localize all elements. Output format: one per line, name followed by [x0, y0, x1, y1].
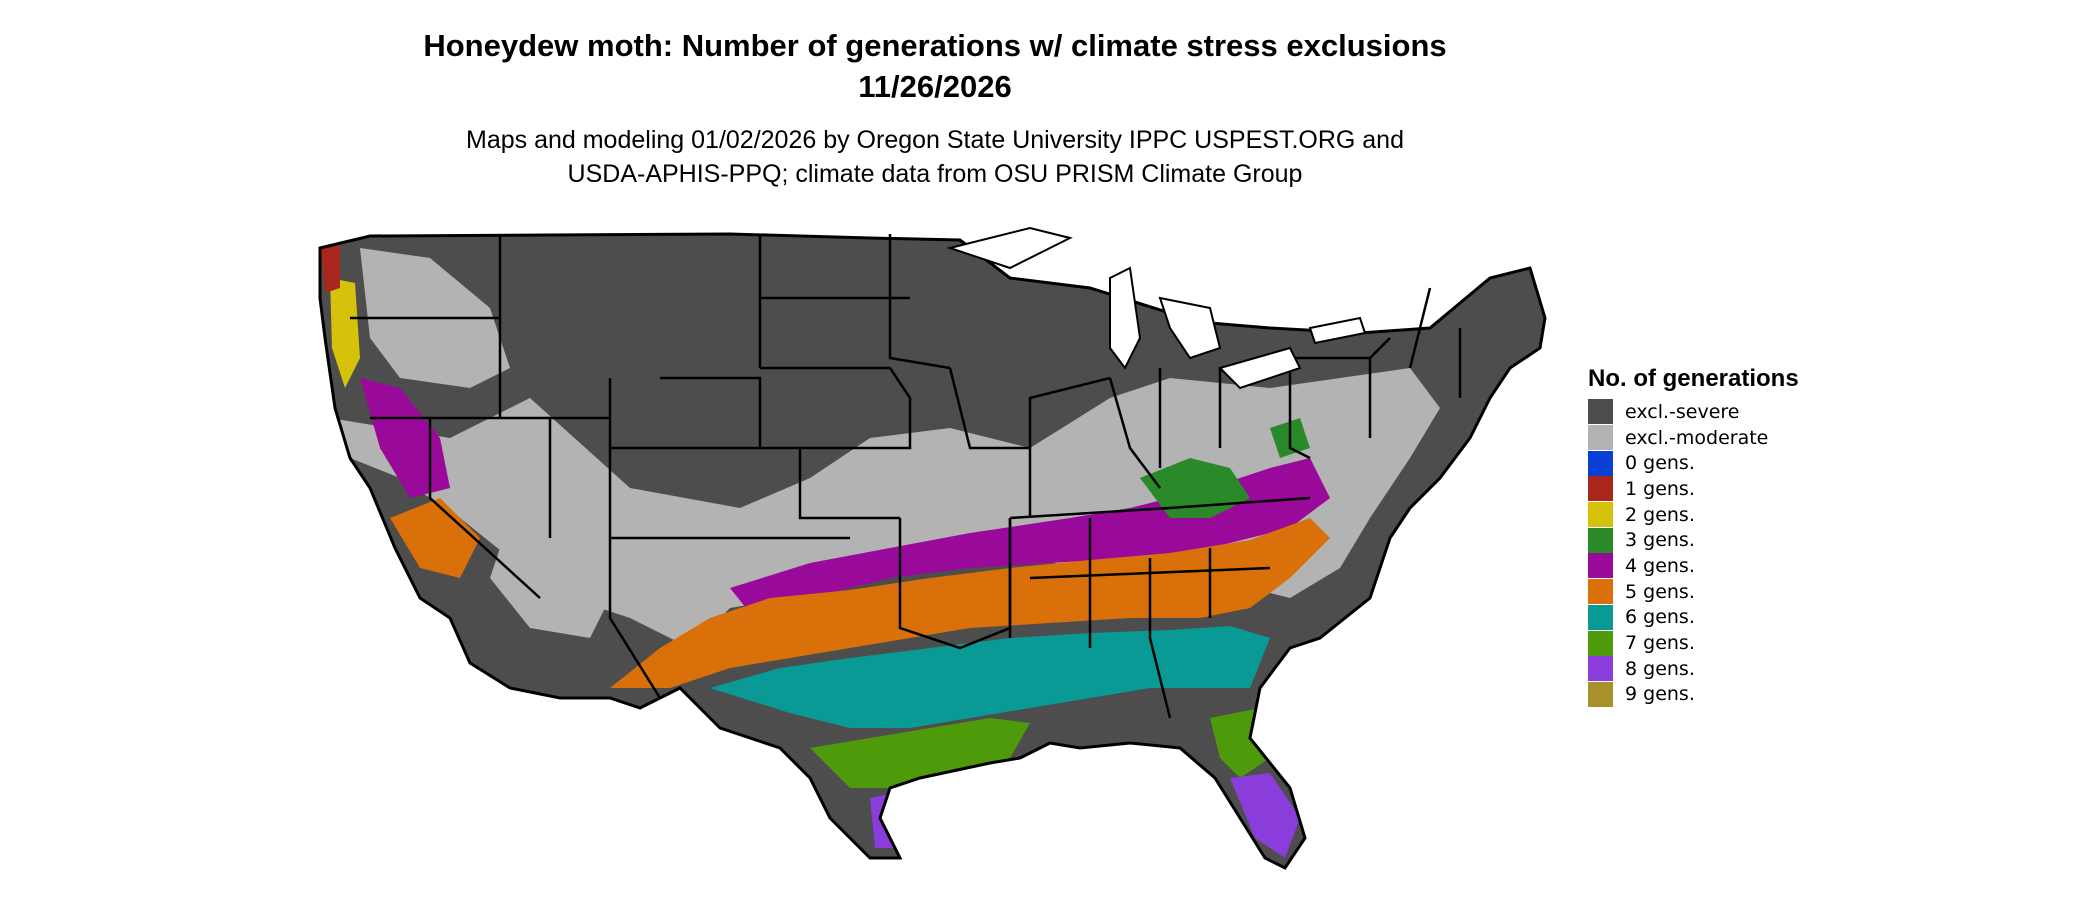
legend-item: 0 gens. [1588, 450, 1808, 476]
legend-swatch [1588, 579, 1613, 605]
legend-label: 6 gens. [1625, 606, 1695, 629]
state-borders [350, 234, 1462, 719]
zone-excl-moderate-west [360, 248, 610, 638]
legend-label: 5 gens. [1625, 580, 1695, 603]
legend-item: 2 gens. [1588, 502, 1808, 528]
legend-item: excl.-moderate [1588, 425, 1808, 451]
zone-3-gens [1140, 418, 1310, 518]
map-credit-line-1: Maps and modeling 01/02/2026 by Oregon S… [466, 126, 1404, 154]
legend-swatch [1588, 604, 1613, 630]
legend-swatch [1588, 656, 1613, 682]
map-title: Honeydew moth: Number of generations w/ … [423, 28, 1447, 63]
legend-swatch [1588, 630, 1613, 656]
legend-label: 3 gens. [1625, 529, 1695, 552]
great-lakes [946, 226, 1367, 390]
zone-7-gens [810, 708, 1270, 788]
legend-items: excl.-severe excl.-moderate 0 gens. 1 gens.… [1588, 399, 1808, 707]
legend-label: 4 gens. [1625, 554, 1695, 577]
legend-label: 9 gens. [1625, 683, 1695, 706]
legend-item: 3 gens. [1588, 527, 1808, 553]
legend-item: 6 gens. [1588, 604, 1808, 631]
map-date: 11/26/2026 [858, 69, 1012, 104]
legend-label: excl.-severe [1625, 400, 1740, 423]
legend-swatch [1588, 425, 1613, 451]
legend-swatch [1588, 450, 1613, 476]
zone-8-gens [870, 773, 1300, 858]
zone-2-gens-coast [330, 278, 360, 388]
zone-5-gens-california [390, 498, 480, 578]
legend-swatch [1588, 527, 1613, 553]
legend-item: 9 gens. [1588, 681, 1808, 708]
zone-excl-moderate [330, 368, 1440, 648]
legend-label: 1 gens. [1625, 477, 1695, 500]
legend-item: excl.-severe [1588, 399, 1808, 425]
legend-swatch [1588, 502, 1613, 528]
us-generations-map [318, 226, 1547, 870]
zone-4-gens-california [360, 378, 450, 498]
legend-swatch [1588, 399, 1613, 425]
legend-label: excl.-moderate [1625, 426, 1769, 449]
legend-label: 2 gens. [1625, 503, 1695, 526]
us-outline [318, 232, 1547, 870]
legend-item: 4 gens. [1588, 553, 1808, 579]
legend-item: 7 gens. [1588, 630, 1808, 656]
legend-label: 7 gens. [1625, 632, 1695, 655]
legend-item: 8 gens. [1588, 656, 1808, 682]
legend-label: 8 gens. [1625, 657, 1695, 680]
map-legend: No. of generations excl.-severe excl.-mod… [1588, 365, 1808, 707]
map-credit-line-2: USDA-APHIS-PPQ; climate data from OSU PR… [567, 160, 1303, 188]
zone-1-gens-coast [320, 238, 340, 293]
legend-item: 1 gens. [1588, 476, 1808, 502]
legend-swatch [1588, 476, 1613, 502]
legend-swatch [1588, 681, 1613, 707]
zone-6-gens [710, 626, 1270, 728]
legend-title: No. of generations [1588, 365, 1799, 392]
legend-item: 5 gens. [1588, 579, 1808, 605]
legend-swatch [1588, 553, 1613, 579]
legend-label: 0 gens. [1625, 452, 1695, 475]
